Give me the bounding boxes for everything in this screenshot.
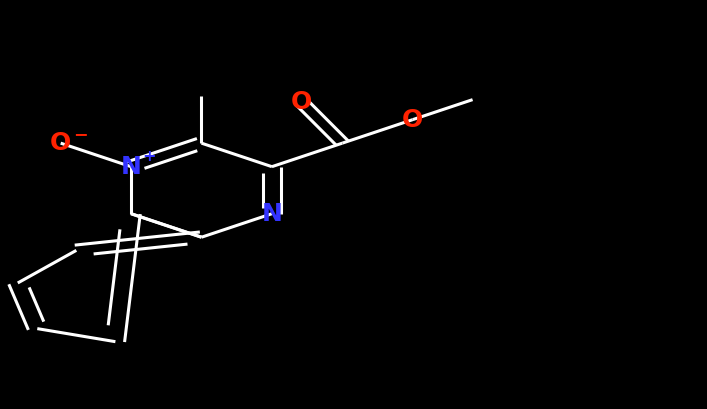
Text: +: + <box>142 149 156 164</box>
Text: O: O <box>50 131 71 155</box>
Text: N: N <box>121 155 141 179</box>
Text: −: − <box>73 125 88 143</box>
Text: O: O <box>402 108 423 132</box>
Text: N: N <box>262 202 282 226</box>
Text: O: O <box>291 90 312 115</box>
